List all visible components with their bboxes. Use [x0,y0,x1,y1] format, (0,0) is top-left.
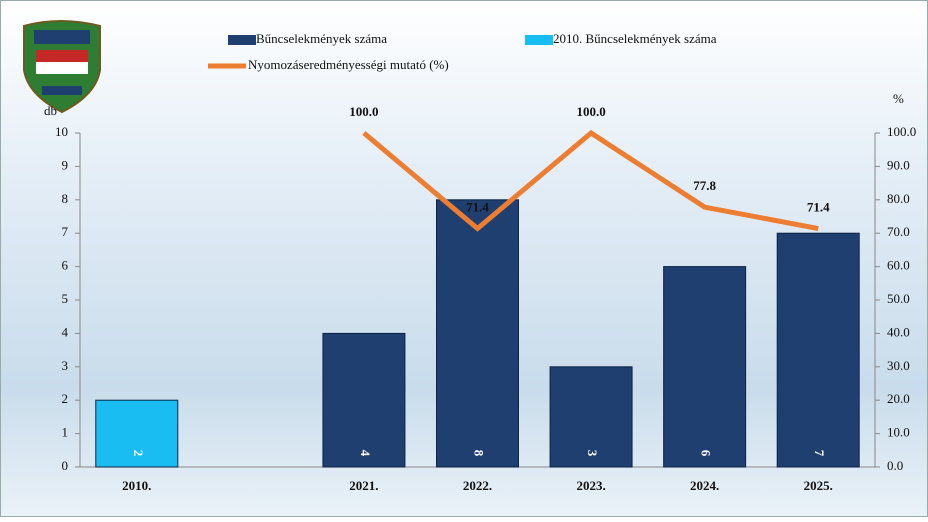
y2-tick-label: 20.0 [887,391,910,406]
bar-label: 4 [358,450,373,457]
x-tick-label: 2023. [576,478,605,493]
y2-tick-label: 0.0 [887,458,903,473]
bar [437,200,519,467]
bar [323,333,405,467]
legend-swatch [525,35,553,45]
y-tick-label: 10 [55,124,68,139]
y2-tick-label: 30.0 [887,358,910,373]
legend-label: Bűncselekmények száma [256,31,387,46]
y2-axis-title: % [893,91,904,106]
line-label: 100.0 [349,104,378,119]
y2-tick-label: 10.0 [887,425,910,440]
line-label: 71.4 [807,200,830,215]
y-tick-label: 5 [62,291,69,306]
y-tick-label: 7 [62,224,69,239]
x-tick-label: 2022. [463,478,492,493]
line-label: 77.8 [693,178,716,193]
legend-swatch [228,35,256,45]
x-tick-label: 2021. [349,478,378,493]
x-tick-label: 2024. [690,478,719,493]
y-tick-label: 0 [62,458,69,473]
y-tick-label: 3 [62,358,69,373]
y2-tick-label: 100.0 [887,124,916,139]
y-axis-title: db [44,103,57,118]
line-label: 100.0 [576,104,605,119]
chart: db % 0123456789100.010.020.030.040.050.0… [0,0,928,517]
y-tick-label: 9 [62,157,69,172]
y-tick-label: 8 [62,191,69,206]
y-tick-label: 4 [62,324,69,339]
y2-tick-label: 40.0 [887,324,910,339]
bar [664,267,746,467]
y2-tick-label: 70.0 [887,224,910,239]
y2-tick-label: 60.0 [887,258,910,273]
y2-tick-label: 50.0 [887,291,910,306]
x-tick-label: 2010. [122,478,151,493]
y2-tick-label: 80.0 [887,191,910,206]
line-label: 71.4 [466,200,489,215]
legend-label: 2010. Bűncselekmények száma [553,31,717,46]
bar-label: 3 [585,450,600,457]
y-tick-label: 1 [62,425,69,440]
bar [777,233,859,467]
bar-label: 6 [699,450,714,457]
y-tick-label: 2 [62,391,69,406]
bar-label: 2 [131,450,146,457]
x-tick-label: 2025. [804,478,833,493]
bar-label: 8 [472,450,487,457]
y-tick-label: 6 [62,258,69,273]
bar-label: 7 [812,450,827,457]
y2-tick-label: 90.0 [887,157,910,172]
bar [96,400,178,467]
legend-label: Nyomozáseredményességi mutató (%) [248,57,449,72]
